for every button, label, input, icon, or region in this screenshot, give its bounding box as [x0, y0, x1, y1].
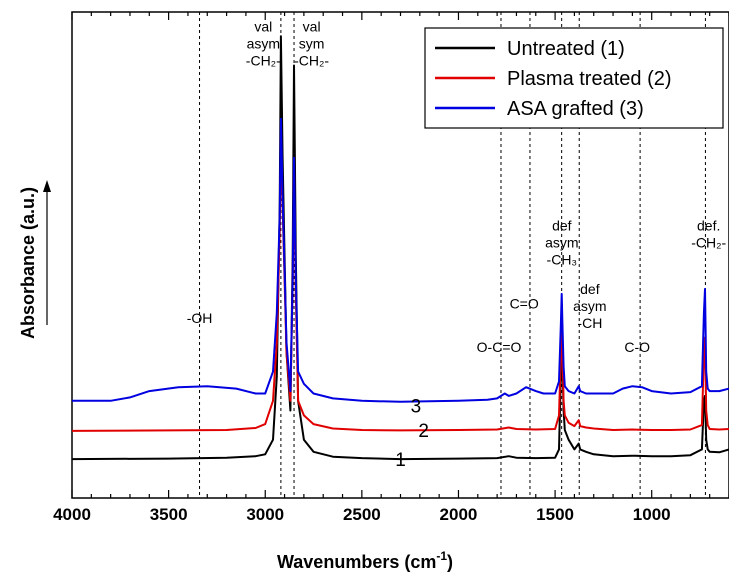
- curve-label-1: 1: [395, 450, 406, 471]
- x-tick-label-6: 1000: [633, 505, 671, 524]
- x-axis-label: Wavenumbers (cm-1): [277, 549, 453, 572]
- legend: Untreated (1) Plasma treated (2) ASA graft…: [424, 27, 724, 129]
- series-line-3: [72, 117, 729, 403]
- annotation-0: -OH: [187, 310, 213, 326]
- annotation-3: O-C=O: [477, 339, 522, 355]
- legend-label-1: Untreated (1): [507, 38, 625, 60]
- annotation-4: C=O: [510, 295, 539, 311]
- x-tick-label-1: 3500: [150, 505, 188, 524]
- x-tick-label-0: 4000: [53, 505, 91, 524]
- x-tick-label-5: 1500: [536, 505, 574, 524]
- spectra: 12 3: [71, 35, 729, 471]
- annotation-7: C-O: [624, 339, 650, 355]
- x-tick-label-3: 2500: [343, 505, 381, 524]
- x-tick-label-2: 3000: [246, 505, 284, 524]
- annotation-6: def asym -CH: [573, 281, 606, 331]
- peak-annotations: -OH val asym -CH₂- val sym -CH₂- O-C=O C=O def asy…: [187, 18, 727, 355]
- x-tick-label-4: 2000: [440, 505, 478, 524]
- curve-label-2: 2: [418, 421, 429, 442]
- series-line-1: [71, 35, 729, 461]
- y-axis-arrow: [43, 180, 51, 325]
- legend-label-2: Plasma treated (2): [507, 68, 672, 90]
- annotation-5: def asym -CH₃: [545, 218, 578, 268]
- x-axis-ticks: 4000 3500 3000 2500 2000 1500 1000: [53, 12, 729, 524]
- legend-label-3: ASA grafted (3): [507, 98, 644, 120]
- annotation-2: val sym -CH₂-: [294, 18, 329, 68]
- annotation-8: def. -CH₂-: [691, 218, 726, 251]
- annotation-1: val asym -CH₂-: [246, 18, 281, 68]
- curve-label-3: 3: [411, 397, 422, 418]
- y-axis-label: Absorbance (a.u.): [18, 187, 38, 339]
